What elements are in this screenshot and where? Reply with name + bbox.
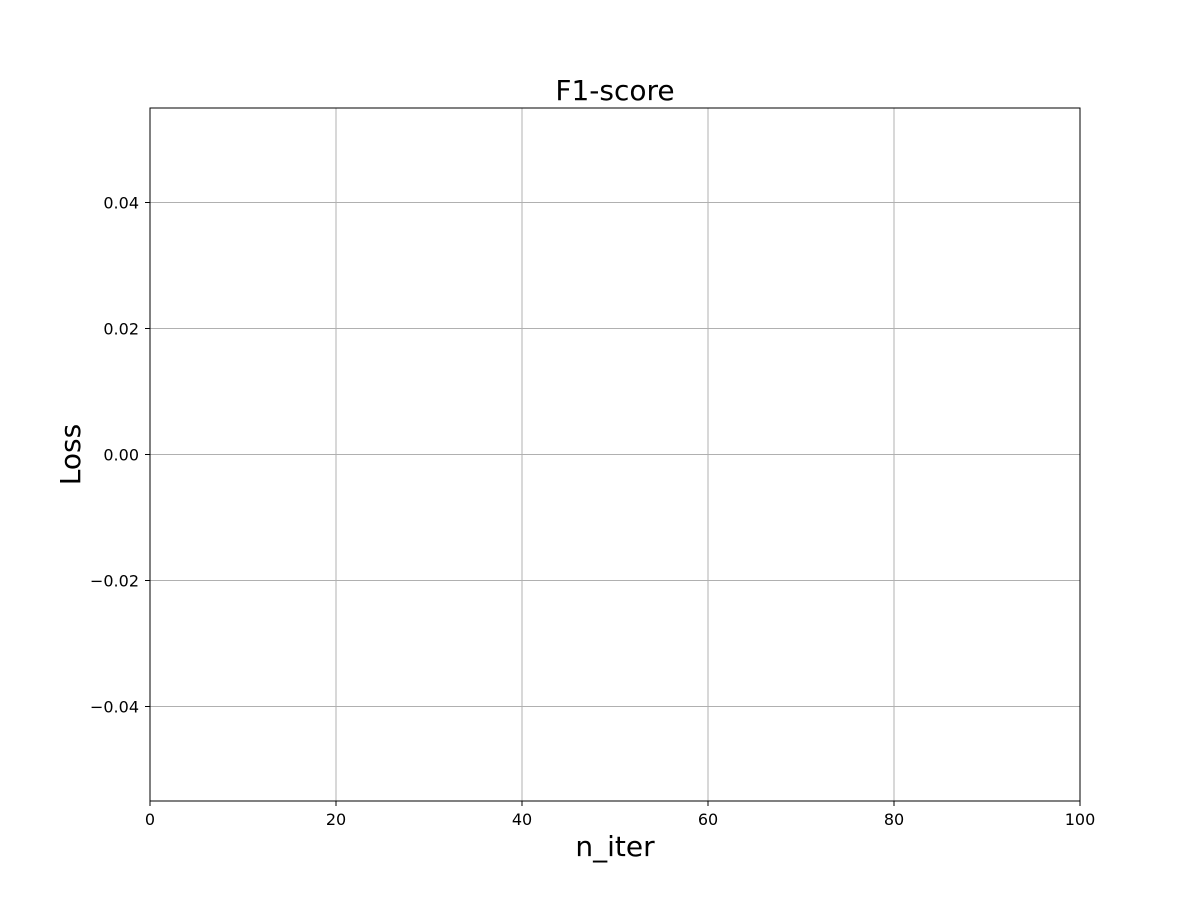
x-tick-label: 80 bbox=[884, 810, 904, 829]
chart-title: F1-score bbox=[555, 74, 674, 107]
x-tick-label: 0 bbox=[145, 810, 155, 829]
x-tick-label: 60 bbox=[698, 810, 718, 829]
x-tick-label: 20 bbox=[326, 810, 346, 829]
y-tick-label: 0.00 bbox=[103, 446, 139, 465]
y-tick-label: −0.02 bbox=[90, 572, 139, 591]
y-axis-ticks: −0.04 −0.02 0.00 0.02 0.04 bbox=[90, 194, 150, 717]
y-tick-label: −0.04 bbox=[90, 698, 139, 717]
x-tick-label: 40 bbox=[512, 810, 532, 829]
x-tick-label: 100 bbox=[1065, 810, 1096, 829]
x-axis-ticks: 0 20 40 60 80 100 bbox=[145, 801, 1095, 829]
y-tick-label: 0.02 bbox=[103, 320, 139, 339]
x-axis-title: n_iter bbox=[575, 830, 655, 863]
y-axis-title: Loss bbox=[54, 424, 87, 485]
y-tick-label: 0.04 bbox=[103, 194, 139, 213]
